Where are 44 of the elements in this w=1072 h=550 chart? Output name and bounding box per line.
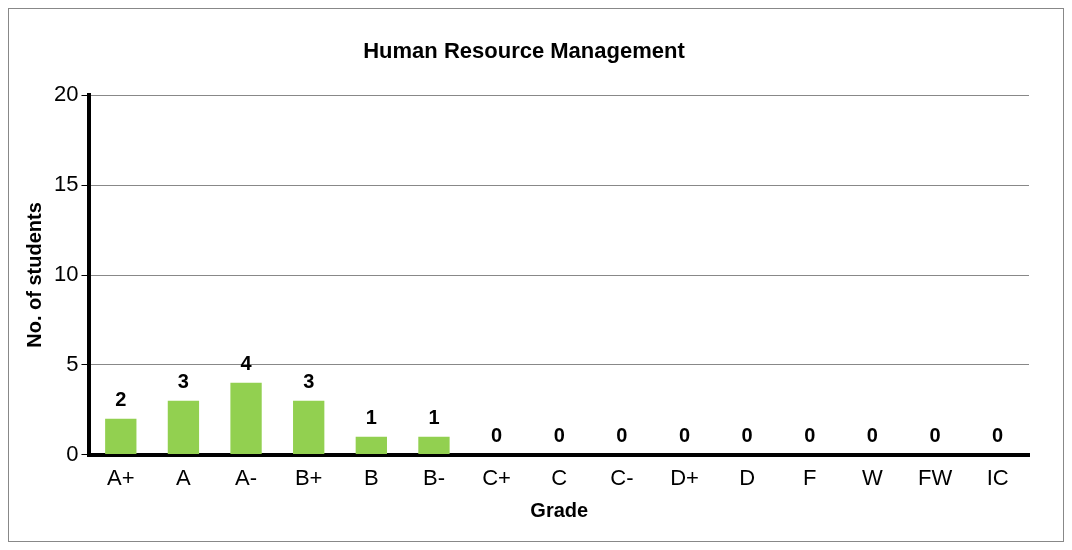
- x-tick-label: B-: [422, 464, 445, 490]
- bar: [167, 400, 200, 455]
- x-tick-label: C-: [610, 464, 634, 490]
- y-tick-label: 15: [53, 171, 79, 197]
- bar: [105, 418, 137, 455]
- x-tick-label: FW: [917, 464, 953, 490]
- bar: [230, 382, 262, 455]
- data-label: 0: [866, 424, 878, 447]
- y-tick-label: 0: [66, 440, 79, 466]
- data-label: 0: [678, 424, 691, 447]
- data-label: 1: [365, 406, 377, 429]
- bar: [293, 400, 325, 455]
- data-label: 0: [992, 424, 1004, 447]
- x-tick-label: F: [803, 464, 817, 490]
- x-tick-label: B+: [294, 464, 323, 490]
- data-label: 2: [115, 388, 127, 411]
- y-tick-label: 10: [53, 261, 79, 287]
- x-tick-label: B: [363, 464, 379, 490]
- y-axis-title: No. of students: [22, 202, 45, 348]
- data-label: 0: [804, 424, 816, 447]
- data-label: 3: [303, 370, 315, 393]
- x-tick-label: D+: [670, 464, 699, 490]
- x-tick-label: C+: [482, 464, 511, 490]
- x-axis-title: Grade: [530, 498, 589, 521]
- bar: [418, 436, 450, 455]
- x-tick-label: A+: [107, 464, 135, 490]
- data-label: 0: [553, 424, 565, 447]
- data-label: 0: [929, 424, 941, 447]
- bar: [355, 436, 387, 455]
- data-label: 1: [428, 406, 440, 429]
- y-tick-label: 5: [66, 350, 79, 376]
- y-tick-label: 20: [53, 81, 79, 107]
- data-label: 4: [240, 352, 253, 375]
- x-tick-label: A-: [235, 464, 258, 490]
- data-label: 0: [491, 424, 503, 447]
- data-label: 0: [616, 424, 628, 447]
- x-tick-label: D: [739, 464, 756, 490]
- chart-title: Human Resource Management: [363, 38, 686, 64]
- x-tick-label: IC: [986, 464, 1009, 490]
- data-label: 3: [177, 370, 189, 393]
- data-label: 0: [741, 424, 753, 447]
- x-tick-label: W: [862, 464, 884, 490]
- x-tick-label: C: [551, 464, 568, 490]
- x-tick-label: A: [176, 464, 192, 490]
